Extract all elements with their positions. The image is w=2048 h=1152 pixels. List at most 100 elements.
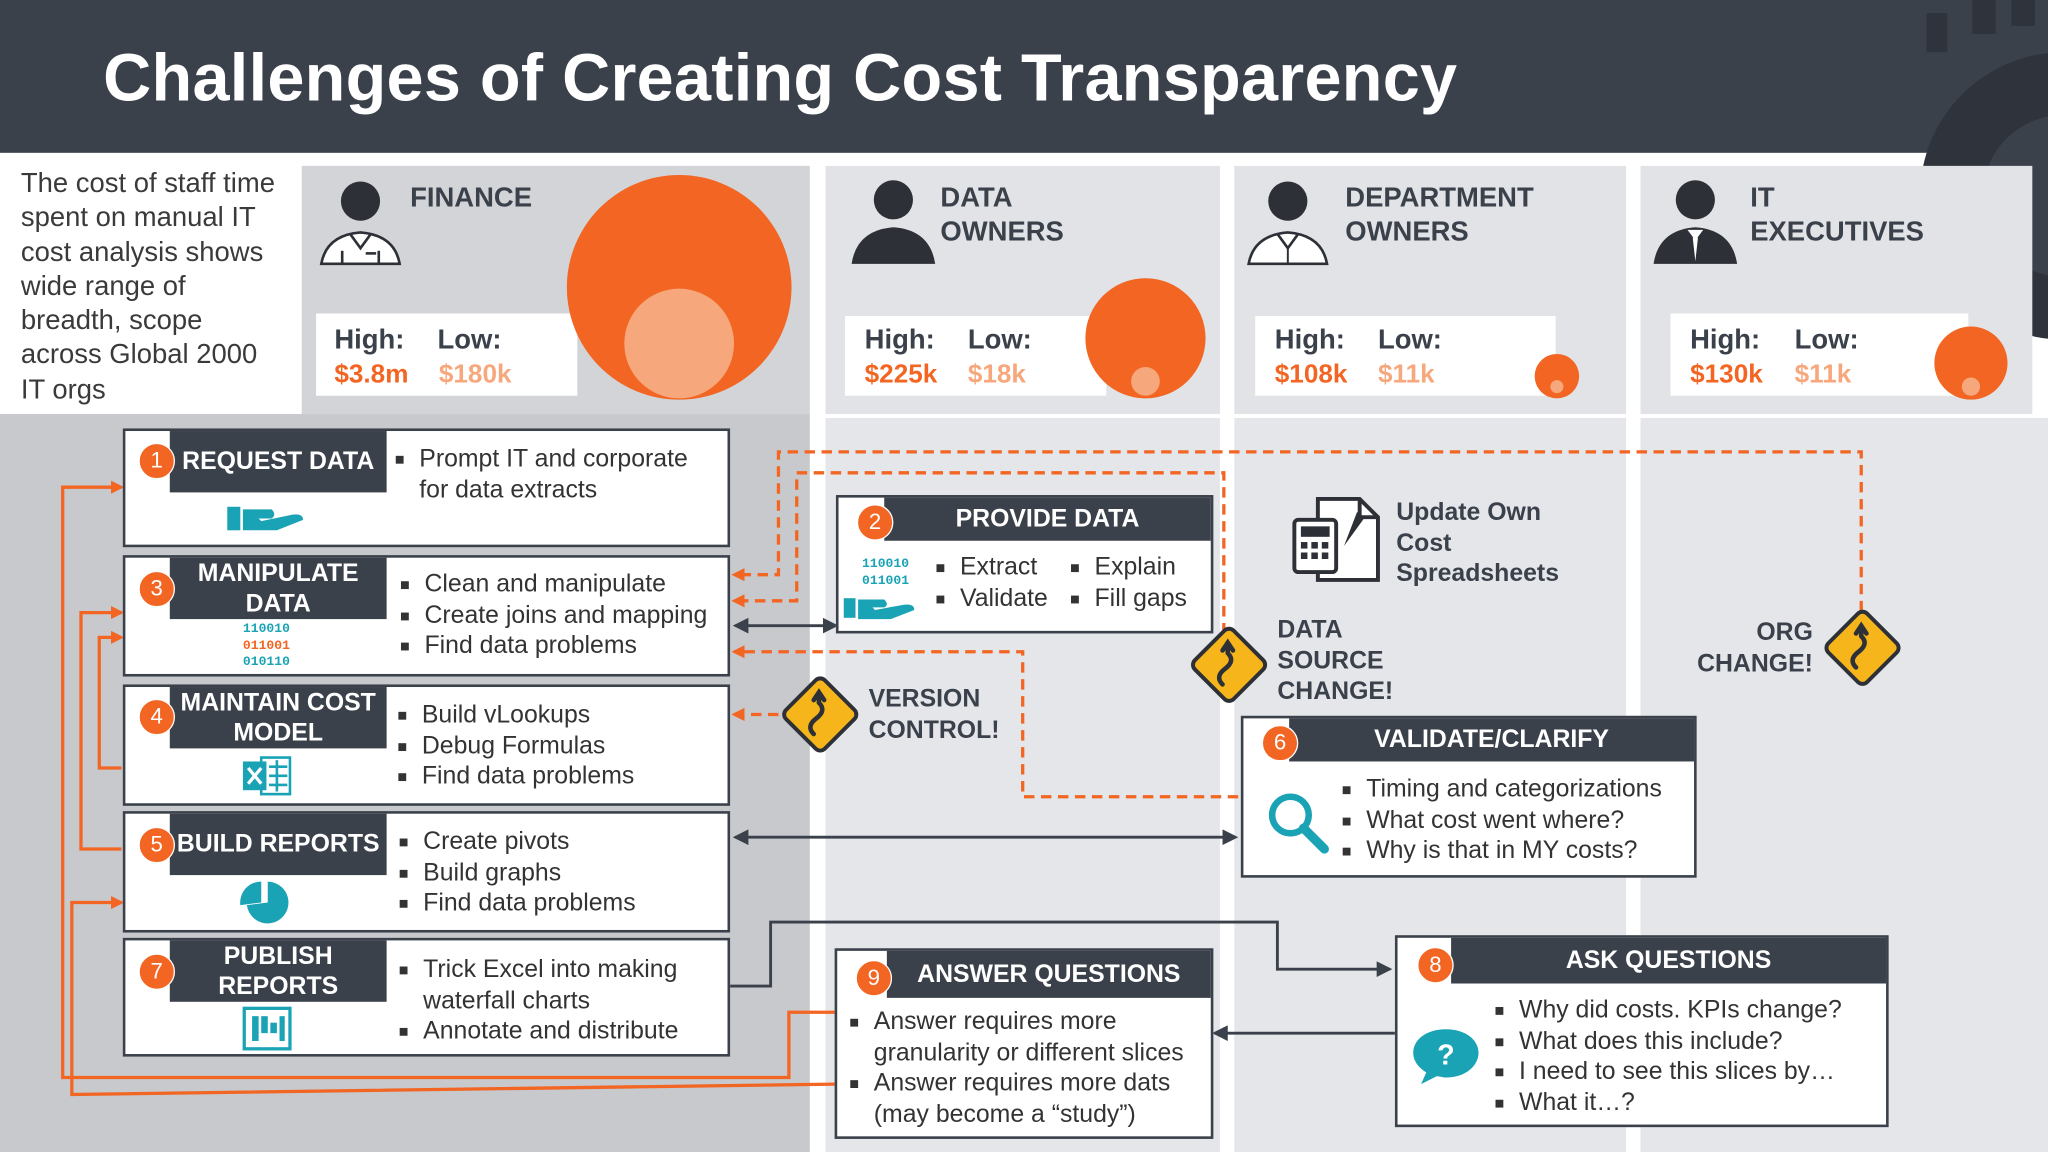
- page-title: Challenges of Creating Cost Transparency: [103, 40, 1458, 115]
- list-item: Answer requires more dats (may become a …: [849, 1068, 1204, 1129]
- step-9-title: ANSWER QUESTIONS: [886, 950, 1211, 998]
- list-item: Explain: [1070, 552, 1211, 583]
- magnifier-icon: [1268, 793, 1329, 854]
- list-item: Find data problems: [398, 888, 725, 919]
- list-item: Trick Excel into making waterfall charts: [398, 955, 725, 1016]
- step-5-items: Create pivots Build graphs Find data pro…: [398, 827, 725, 919]
- finance-high-bubble: [566, 175, 792, 400]
- step-6-items: Timing and categorizations What cost wen…: [1341, 775, 1687, 867]
- binary-line: 010110: [242, 655, 290, 671]
- svg-text:?: ?: [1437, 1039, 1455, 1071]
- list-item: Fill gaps: [1070, 583, 1211, 614]
- step-7-title: PUBLISH REPORTS: [169, 940, 387, 1002]
- data-owners-cost-bubbles: [1085, 278, 1206, 399]
- step-9-number: 9: [855, 959, 893, 997]
- data-owners-low-value: $18k: [967, 360, 1026, 390]
- department-owners-high-label: High:: [1274, 325, 1345, 356]
- update-spreadsheets-note: Update Own Cost Spreadsheets: [1396, 498, 1560, 588]
- list-item: Find data problems: [400, 631, 727, 662]
- data-owners-high-value: $225k: [864, 360, 938, 390]
- step-4-number: 4: [138, 698, 176, 736]
- list-item: Timing and categorizations: [1341, 775, 1687, 806]
- intro-text: The cost of staff time spent on manual I…: [20, 168, 275, 405]
- it-executives-low-bubble: [1961, 377, 1981, 396]
- list-item: Clean and manipulate: [400, 569, 727, 600]
- finance-cost-box: [316, 313, 578, 396]
- finance-low-label: Low:: [437, 325, 502, 356]
- step-2-items-col1: Extract Validate: [935, 552, 1066, 613]
- step-3-number: 3: [138, 570, 176, 608]
- list-item: Why did costs. KPIs change?: [1494, 995, 1881, 1026]
- finance-cost-bubbles: [566, 175, 792, 400]
- department-owners-high-value: $108k: [1274, 360, 1348, 390]
- data-owners-cost-box: [845, 316, 1107, 396]
- excel-icon: [242, 756, 292, 796]
- list-item: Debug Formulas: [397, 731, 724, 762]
- persona-label-finance: FINANCE: [410, 182, 533, 213]
- step-2-number: 2: [856, 504, 894, 541]
- finance-high-value: $3.8m: [334, 360, 409, 390]
- data-owners-low-bubble: [1131, 367, 1160, 396]
- list-item: Build graphs: [398, 857, 725, 888]
- list-item: Prompt IT and corporate for data extract…: [394, 444, 721, 505]
- binary-line: 011001: [862, 574, 910, 589]
- warning-sign-icon: [1191, 626, 1268, 703]
- department-owners-low-bubble: [1550, 380, 1564, 394]
- pie-chart-icon: [240, 881, 289, 924]
- list-item: Validate: [935, 583, 1066, 614]
- finance-low-bubble: [624, 288, 735, 399]
- data-owners-high-bubble: [1085, 278, 1206, 399]
- warning-sign-icon: [782, 676, 859, 753]
- persona-label-data-owners: DATA OWNERS: [940, 182, 1064, 247]
- persona-label-it-executives: IT EXECUTIVES: [1750, 182, 1924, 247]
- step-6-number: 6: [1261, 724, 1299, 762]
- department-owners-low-value: $11k: [1377, 360, 1435, 390]
- step-3-title: MANIPULATE DATA: [169, 557, 387, 620]
- finance-low-value: $180k: [438, 360, 512, 390]
- list-item: Build vLookups: [397, 700, 724, 731]
- it-executives-low-label: Low:: [1794, 325, 1859, 356]
- persona-label-department-owners: DEPARTMENT OWNERS: [1345, 182, 1534, 247]
- finance-person-icon: [319, 181, 402, 266]
- question-bubble-icon: ?: [1413, 1029, 1479, 1085]
- it-executives-high-label: High:: [1690, 325, 1761, 356]
- step-5-title: BUILD REPORTS: [169, 813, 387, 876]
- step-2-title: PROVIDE DATA: [884, 497, 1211, 541]
- list-item: Find data problems: [397, 761, 724, 792]
- data-source-change-warning: DATA SOURCE CHANGE!: [1277, 616, 1394, 706]
- binary-line: 110010: [242, 623, 290, 638]
- step-8-title: ASK QUESTIONS: [1451, 937, 1887, 984]
- list-item: What it…?: [1494, 1087, 1881, 1118]
- list-item: Answer requires more granularity or diff…: [849, 1007, 1204, 1068]
- step-7-number: 7: [138, 953, 176, 991]
- header-bar: Challenges of Creating Cost Transparency: [0, 0, 2048, 339]
- it-executives-cost-box: [1670, 313, 1969, 396]
- step-6-title: VALIDATE/CLARIFY: [1289, 718, 1695, 762]
- department-owners-cost-box: [1255, 316, 1556, 396]
- step-1-title: REQUEST DATA: [169, 431, 387, 493]
- version-control-warning: VERSION CONTROL!: [868, 685, 1000, 744]
- finance-high-label: High:: [334, 325, 405, 356]
- department-owners-cost-bubbles: [1534, 353, 1580, 399]
- list-item: Create joins and mapping: [400, 600, 727, 631]
- binary-line: 011001: [242, 639, 290, 654]
- org-change-warning: ORG CHANGE!: [1697, 619, 1813, 678]
- data-owners-low-label: Low:: [967, 325, 1032, 356]
- department-owners-high-bubble: [1534, 353, 1580, 399]
- binary-line: 110010: [862, 557, 910, 573]
- data-owner-person-icon: [851, 180, 936, 264]
- step-3-items: Clean and manipulate Create joins and ma…: [400, 569, 727, 661]
- step-7-items: Trick Excel into making waterfall charts…: [398, 955, 725, 1047]
- binary-icon: 110010 011001 010110: [235, 623, 298, 672]
- hand-icon: [227, 506, 304, 531]
- spreadsheet-calculator-icon: [1292, 496, 1380, 582]
- step-9-items: Answer requires more granularity or diff…: [849, 1007, 1204, 1130]
- step-2-items-col2: Explain Fill gaps: [1070, 552, 1211, 613]
- step-build-reports: [122, 811, 731, 933]
- step-8-number: 8: [1417, 946, 1454, 984]
- step-5-number: 5: [138, 826, 176, 864]
- step-4-title: MAINTAIN COST MODEL: [169, 687, 387, 749]
- it-executive-person-icon: [1653, 180, 1738, 264]
